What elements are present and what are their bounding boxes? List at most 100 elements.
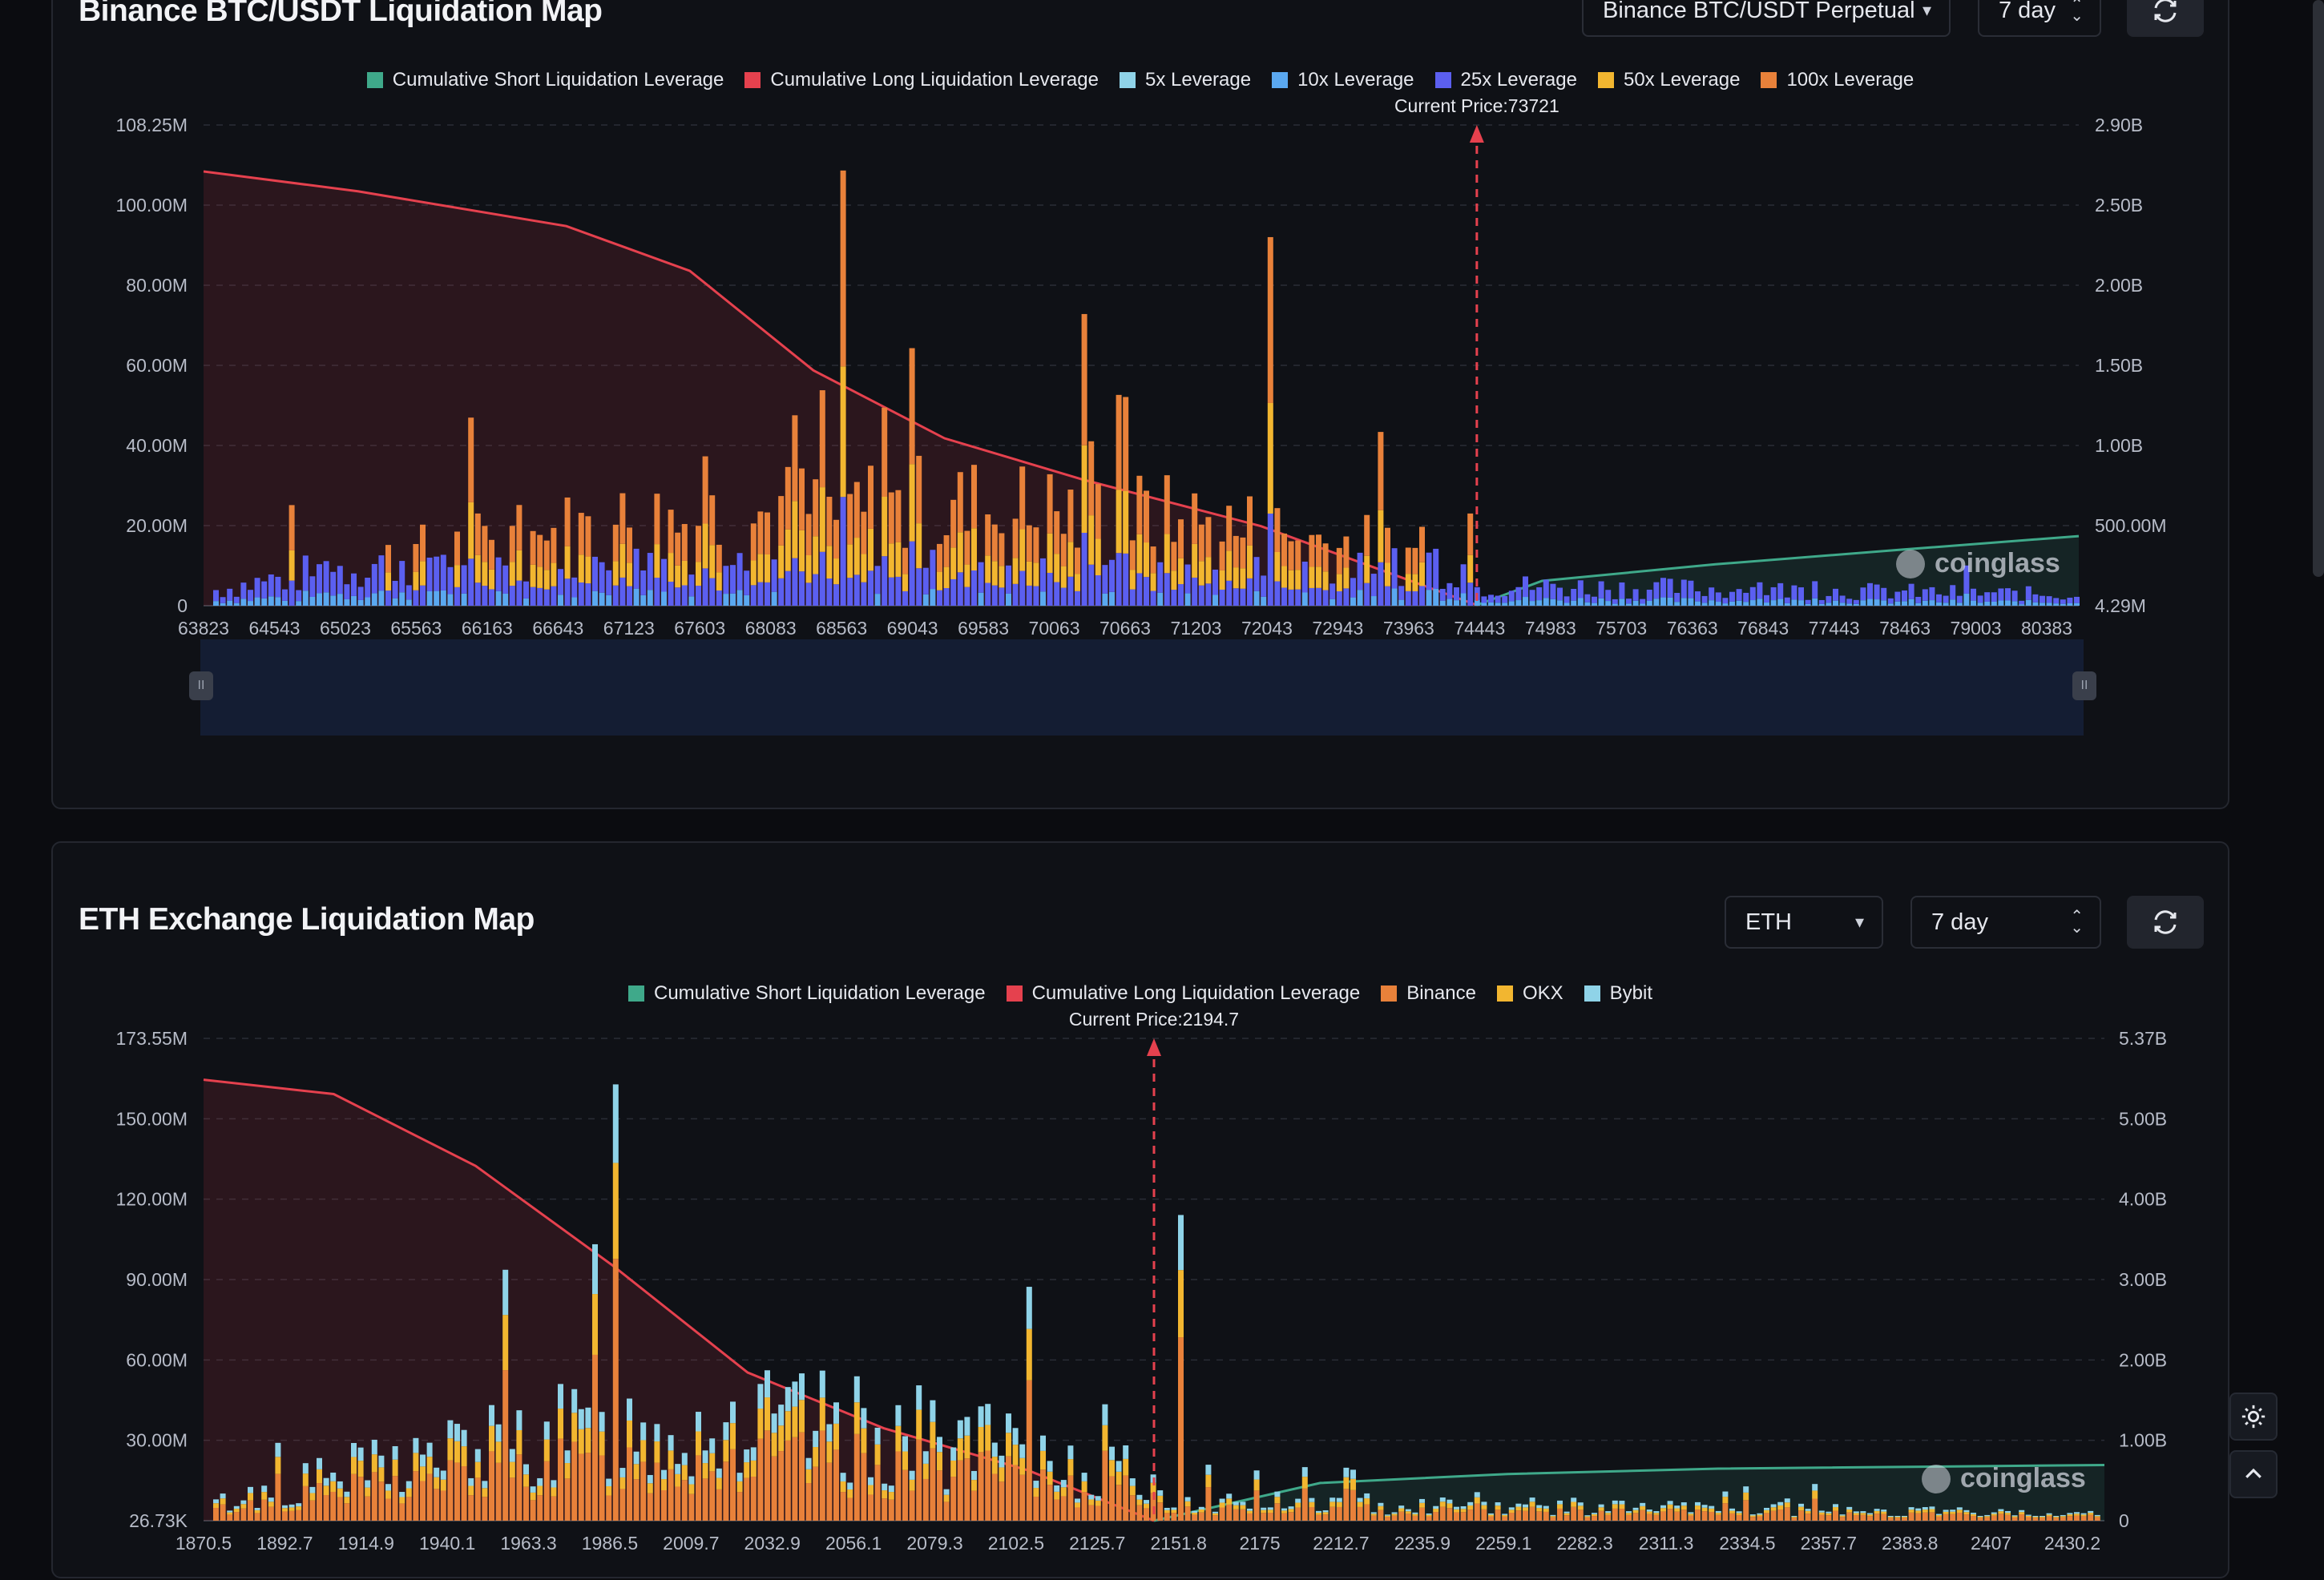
liquidation-bar-segment <box>702 456 708 524</box>
liquidation-bar-segment <box>813 574 819 606</box>
liquidation-bar-segment <box>1791 599 1797 606</box>
legend-swatch <box>1434 72 1451 88</box>
legend-item[interactable]: OKX <box>1496 982 1563 1005</box>
range-select-value: 7 day <box>1931 909 1988 935</box>
legend-item[interactable]: 5x Leverage <box>1119 69 1251 91</box>
liquidation-bar-segment <box>937 1470 942 1521</box>
range-select[interactable]: 7 day ⌃ ⌄ <box>1978 0 2101 37</box>
liquidation-bar-segment <box>978 1406 984 1427</box>
liquidation-bar-segment <box>426 590 433 606</box>
liquidation-bar-segment <box>1749 1514 1756 1516</box>
range-select[interactable]: 7 day ⌃ ⌄ <box>1910 896 2101 949</box>
liquidation-bar-segment <box>716 572 722 590</box>
liquidation-bar-segment <box>1749 1517 1756 1521</box>
liquidation-bar-segment <box>1936 594 1942 603</box>
liquidation-bar-segment <box>447 1438 454 1461</box>
liquidation-bar-segment <box>874 1444 881 1465</box>
liquidation-bar-segment <box>985 582 991 606</box>
liquidation-bar-segment <box>1054 582 1060 606</box>
coin-select[interactable]: ETH ▾ <box>1725 896 1883 949</box>
liquidation-bar-segment <box>1894 1515 1901 1518</box>
pair-select[interactable]: Binance BTC/USDT Perpetual ▾ <box>1582 0 1951 37</box>
settings-button[interactable] <box>2229 1393 2278 1441</box>
legend-item[interactable]: 50x Leverage <box>1597 69 1741 91</box>
liquidation-bar-segment <box>1075 1502 1080 1508</box>
liquidation-bar-segment <box>716 590 722 606</box>
liquidation-bar-segment <box>702 523 708 569</box>
legend-item[interactable]: 25x Leverage <box>1434 69 1577 91</box>
liquidation-bar-segment <box>1777 1505 1784 1510</box>
y-right-tick: 2.50B <box>2095 195 2143 216</box>
page-scrollbar[interactable] <box>2313 0 2324 577</box>
range-slider-right-handle[interactable]: II <box>2072 671 2096 700</box>
refresh-button[interactable] <box>2127 896 2204 949</box>
x-tick: 1963.3 <box>500 1533 556 1554</box>
liquidation-bar-segment <box>1640 599 1646 604</box>
liquidation-bar-segment <box>1047 474 1053 534</box>
liquidation-bar-segment <box>1033 562 1039 586</box>
x-tick: 2282.3 <box>1556 1533 1612 1554</box>
liquidation-bar-segment <box>1971 1516 1976 1521</box>
liquidation-bar-segment <box>853 1433 860 1521</box>
legend-item[interactable]: Cumulative Long Liquidation Leverage <box>1006 982 1361 1005</box>
liquidation-bar-segment <box>937 1452 942 1471</box>
legend-label: Cumulative Long Liquidation Leverage <box>1031 982 1361 1004</box>
legend-swatch <box>1584 985 1600 1002</box>
liquidation-bar-segment <box>792 415 798 502</box>
liquidation-bar-segment <box>282 1508 288 1512</box>
liquidation-bar-segment <box>736 590 743 606</box>
liquidation-bar-segment <box>709 578 716 606</box>
liquidation-bar-segment <box>1067 1445 1074 1460</box>
liquidation-bar-segment <box>1019 466 1026 530</box>
liquidation-bar-segment <box>1977 1517 1983 1518</box>
liquidation-bar-segment <box>1060 1496 1067 1521</box>
legend-label: 50x Leverage <box>1623 69 1741 91</box>
liquidation-bar-segment <box>1309 566 1315 588</box>
range-slider-left-handle[interactable]: II <box>189 671 213 700</box>
liquidation-bar-segment <box>771 1456 777 1521</box>
liquidation-bar-segment <box>296 1509 302 1521</box>
liquidation-bar-segment <box>261 581 268 599</box>
legend-item[interactable]: Cumulative Short Liquidation Leverage <box>366 69 724 91</box>
liquidation-bar-segment <box>1998 600 2004 606</box>
liquidation-bar-segment <box>288 1504 295 1508</box>
legend-item[interactable]: Bybit <box>1584 982 1652 1005</box>
liquidation-bar-segment <box>1136 573 1143 606</box>
scroll-top-button[interactable] <box>2229 1450 2278 1498</box>
liquidation-bar-segment <box>1577 1502 1584 1506</box>
liquidation-bar-segment <box>1198 524 1204 562</box>
liquidation-bar-segment <box>688 1476 695 1485</box>
liquidation-bar-segment <box>723 566 729 595</box>
liquidation-bar-segment <box>1674 592 1680 603</box>
legend-item[interactable]: Binance <box>1381 982 1476 1005</box>
legend-item[interactable]: Cumulative Long Liquidation Leverage <box>744 69 1099 91</box>
legend-item[interactable]: 100x Leverage <box>1761 69 1914 91</box>
liquidation-bar-segment <box>1247 1508 1253 1511</box>
refresh-button[interactable] <box>2127 0 2204 37</box>
liquidation-bar-segment <box>2060 599 2066 604</box>
liquidation-bar-segment <box>1798 600 1804 606</box>
range-slider[interactable] <box>200 639 2084 736</box>
liquidation-bar-segment <box>2053 1517 2060 1518</box>
liquidation-bar-segment <box>1915 603 1922 606</box>
liquidation-bar-segment <box>1405 1509 1411 1512</box>
liquidation-bar-segment <box>840 1481 846 1493</box>
liquidation-bar-segment <box>1894 1517 1901 1518</box>
x-tick: 72043 <box>1241 618 1293 639</box>
legend-item[interactable]: Cumulative Short Liquidation Leverage <box>628 982 986 1005</box>
liquidation-bar-segment <box>248 601 253 606</box>
liquidation-bar-segment <box>778 1451 785 1521</box>
liquidation-bar-segment <box>1598 1510 1604 1521</box>
y-left-tick: 108.25M <box>115 115 188 135</box>
liquidation-bar-segment <box>227 600 233 606</box>
liquidation-bar-segment <box>1247 496 1253 546</box>
legend-item[interactable]: 10x Leverage <box>1272 69 1414 91</box>
x-tick: 2175 <box>1240 1533 1281 1554</box>
liquidation-bar-segment <box>778 545 785 578</box>
liquidation-bar-segment <box>909 1490 915 1521</box>
liquidation-bar-segment <box>1102 1450 1108 1521</box>
liquidation-bar-segment <box>1936 1513 1942 1516</box>
liquidation-bar-segment <box>302 1485 309 1521</box>
liquidation-bar-segment <box>1743 1486 1749 1493</box>
liquidation-bar-segment <box>633 588 640 606</box>
